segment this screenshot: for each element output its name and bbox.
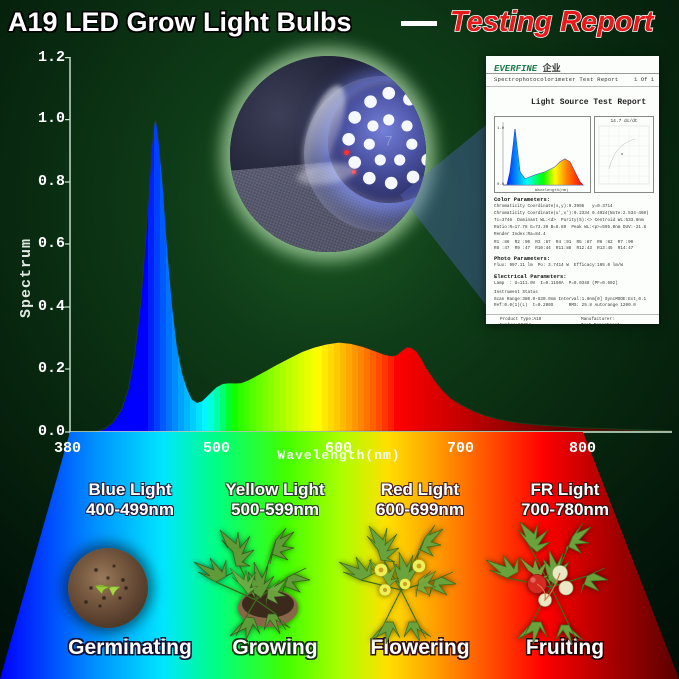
svg-text:Wavelength(nm): Wavelength(nm) xyxy=(535,188,569,192)
svg-text:1.0: 1.0 xyxy=(497,127,505,131)
svg-text:7: 7 xyxy=(385,134,392,149)
svg-text:0.0: 0.0 xyxy=(497,183,505,187)
